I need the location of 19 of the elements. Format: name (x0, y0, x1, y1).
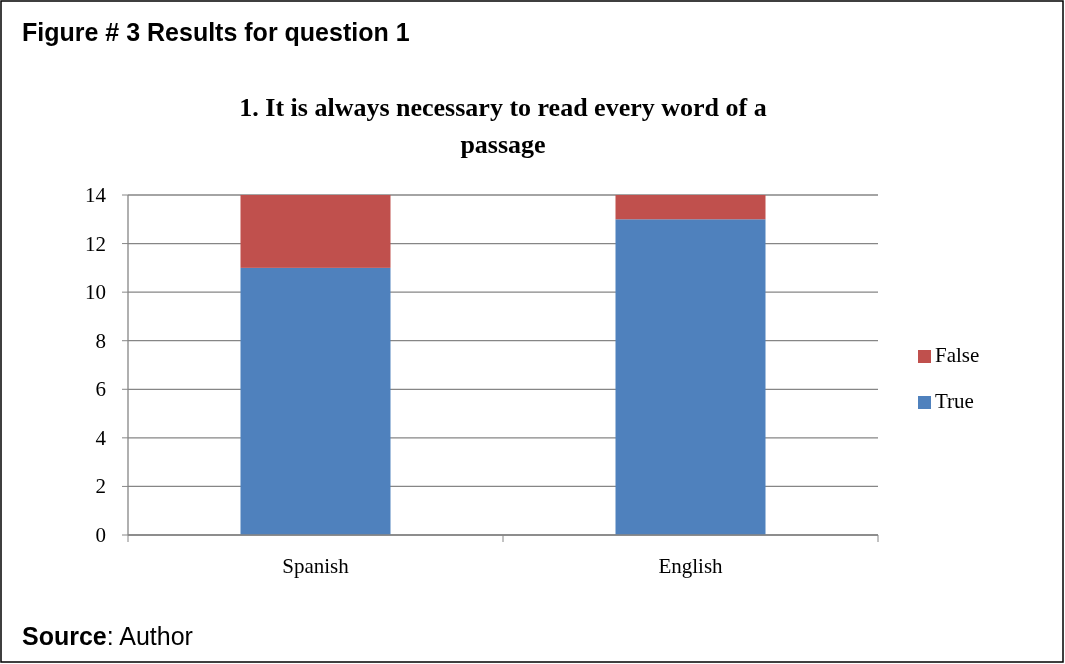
legend-label: True (935, 389, 974, 413)
chart-subtitle: Figure # 3 Results for question 1 (22, 18, 410, 46)
y-tick-label: 10 (85, 280, 106, 305)
y-tick-label: 14 (85, 183, 107, 207)
bar (240, 195, 391, 268)
x-tick-label: English (658, 554, 724, 578)
y-tick-label: 6 (95, 377, 106, 402)
bar (615, 219, 766, 535)
chart-title: 1. It is always necessary to read every word of a passage (239, 93, 767, 159)
y-tick-label: 4 (95, 425, 107, 450)
legend-label: False (935, 343, 980, 367)
y-tick-label: 8 (95, 328, 106, 353)
bar (240, 267, 391, 535)
y-tick-label: 0 (95, 523, 106, 547)
source-note: Source: Author (22, 622, 193, 650)
bar (615, 195, 766, 220)
x-tick-label: Spanish (282, 554, 350, 578)
y-tick-label: 2 (95, 474, 106, 499)
y-tick-label: 12 (85, 231, 106, 256)
